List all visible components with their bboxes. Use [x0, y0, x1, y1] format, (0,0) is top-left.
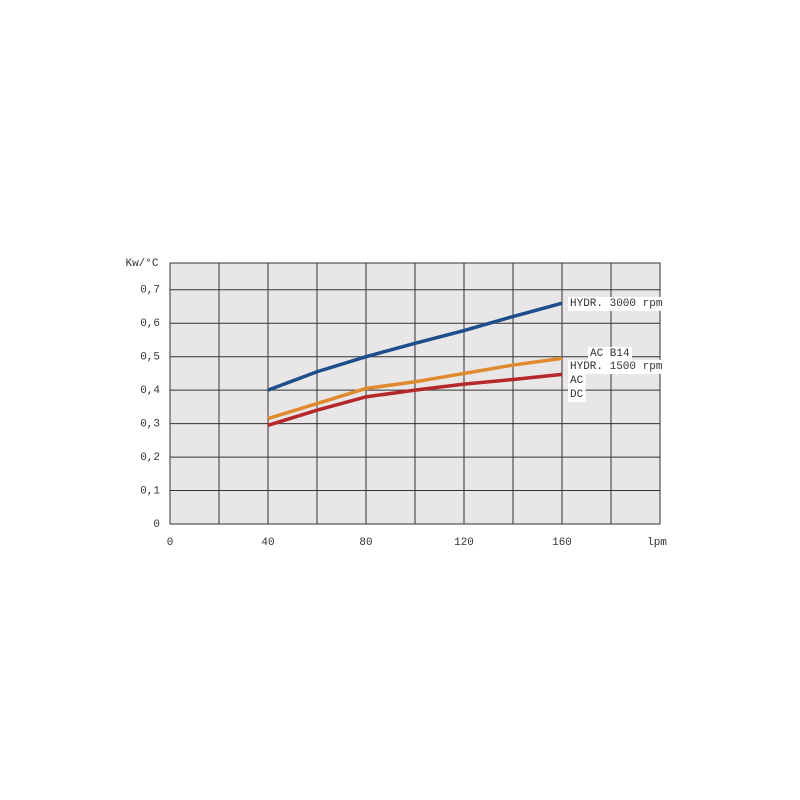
series-line	[267, 301, 563, 392]
series-label: DC	[570, 389, 584, 401]
series-label-bg	[588, 346, 633, 361]
series-line	[267, 372, 563, 427]
y-axis-label: Kw/°C	[125, 258, 158, 270]
x-tick-label: 0	[167, 537, 174, 549]
x-tick-label: 40	[261, 537, 274, 549]
series-label: HYDR. 1500 rpm	[570, 361, 663, 373]
series-label: AC	[570, 375, 584, 387]
y-tick-label: 0,3	[140, 419, 160, 431]
series-label-bg	[568, 373, 586, 388]
y-tick-label: 0	[153, 519, 160, 531]
series-label: HYDR. 3000 rpm	[570, 298, 663, 310]
x-tick-label: 160	[552, 537, 572, 549]
y-tick-label: 0,4	[140, 385, 160, 397]
y-tick-label: 0,2	[140, 452, 160, 464]
y-tick-label: 0,5	[140, 352, 160, 364]
y-tick-label: 0,1	[140, 485, 160, 497]
x-tick-label: 80	[359, 537, 372, 549]
series-line	[267, 356, 563, 421]
series-label-bg	[568, 387, 586, 402]
x-axis-label: lpm	[647, 537, 667, 549]
series-label-bg	[568, 359, 665, 374]
y-tick-label: 0,7	[140, 285, 160, 297]
x-tick-label: 120	[454, 537, 474, 549]
y-tick-label: 0,6	[140, 318, 160, 330]
series-label-bg	[568, 296, 665, 311]
series-label: AC B14	[590, 348, 630, 360]
